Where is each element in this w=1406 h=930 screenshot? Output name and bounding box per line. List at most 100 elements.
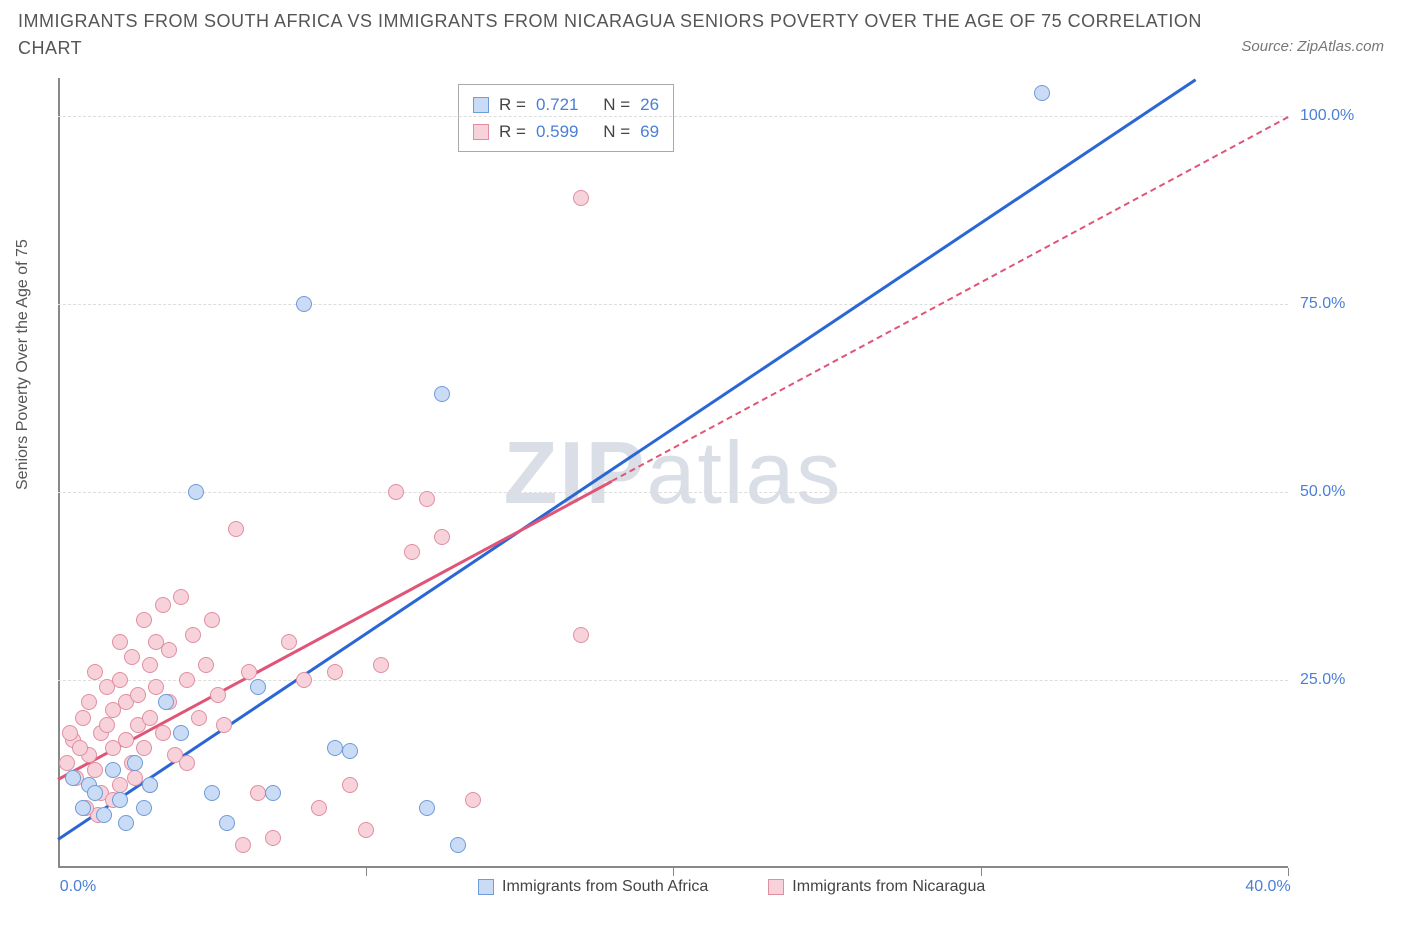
trend-line: [57, 480, 612, 781]
data-point: [142, 657, 158, 673]
data-point: [112, 792, 128, 808]
watermark-atlas: atlas: [647, 423, 843, 522]
legend-item-nicaragua: Immigrants from Nicaragua: [768, 878, 985, 896]
data-point: [99, 717, 115, 733]
data-point: [136, 740, 152, 756]
data-point: [419, 491, 435, 507]
data-point: [296, 296, 312, 312]
data-point: [235, 837, 251, 853]
data-point: [185, 627, 201, 643]
swatch-south-africa: [473, 97, 489, 113]
data-point: [342, 777, 358, 793]
data-point: [179, 755, 195, 771]
trend-line: [611, 116, 1288, 482]
data-point: [179, 672, 195, 688]
data-point: [62, 725, 78, 741]
data-point: [112, 777, 128, 793]
data-point: [75, 800, 91, 816]
data-point: [210, 687, 226, 703]
data-point: [75, 710, 91, 726]
gridline-h: [58, 492, 1288, 493]
data-point: [450, 837, 466, 853]
r-value-nicaragua: 0.599: [536, 118, 579, 145]
data-point: [155, 725, 171, 741]
swatch-south-africa: [478, 879, 494, 895]
data-point: [118, 732, 134, 748]
data-point: [311, 800, 327, 816]
data-point: [281, 634, 297, 650]
r-value-south-africa: 0.721: [536, 91, 579, 118]
x-tick: [981, 868, 982, 876]
source-prefix: Source:: [1241, 38, 1297, 55]
data-point: [87, 664, 103, 680]
y-tick-label: 50.0%: [1300, 483, 1345, 501]
data-point: [204, 612, 220, 628]
x-tick-label: 40.0%: [1245, 878, 1290, 896]
data-point: [161, 642, 177, 658]
data-point: [228, 521, 244, 537]
x-tick-label: 0.0%: [60, 878, 96, 896]
legend-item-south-africa: Immigrants from South Africa: [478, 878, 708, 896]
data-point: [173, 589, 189, 605]
data-point: [373, 657, 389, 673]
n-value-nicaragua: 69: [640, 118, 659, 145]
data-point: [358, 822, 374, 838]
data-point: [127, 770, 143, 786]
data-point: [59, 755, 75, 771]
r-label: R =: [499, 118, 526, 145]
data-point: [142, 777, 158, 793]
source-name: ZipAtlas.com: [1297, 38, 1384, 55]
data-point: [127, 755, 143, 771]
y-axis-label: Seniors Poverty Over the Age of 75: [14, 239, 32, 490]
y-tick-label: 100.0%: [1300, 107, 1354, 125]
data-point: [87, 785, 103, 801]
data-point: [148, 679, 164, 695]
n-label: N =: [603, 91, 630, 118]
swatch-nicaragua: [768, 879, 784, 895]
data-point: [191, 710, 207, 726]
data-point: [173, 725, 189, 741]
data-point: [388, 484, 404, 500]
data-point: [250, 785, 266, 801]
y-axis: [58, 78, 60, 868]
data-point: [105, 762, 121, 778]
legend-label: Immigrants from Nicaragua: [792, 878, 985, 896]
y-tick-label: 75.0%: [1300, 295, 1345, 313]
data-point: [155, 597, 171, 613]
x-tick: [673, 868, 674, 876]
data-point: [296, 672, 312, 688]
correlation-legend: R = 0.721 N = 26 R = 0.599 N = 69: [458, 84, 674, 152]
data-point: [219, 815, 235, 831]
x-tick: [366, 868, 367, 876]
data-point: [198, 657, 214, 673]
data-point: [342, 743, 358, 759]
data-point: [465, 792, 481, 808]
data-point: [327, 664, 343, 680]
data-point: [434, 529, 450, 545]
n-label: N =: [603, 118, 630, 145]
data-point: [118, 815, 134, 831]
legend-row-nicaragua: R = 0.599 N = 69: [473, 118, 659, 145]
series-legend: Immigrants from South Africa Immigrants …: [478, 878, 985, 896]
source-attribution: Source: ZipAtlas.com: [1241, 38, 1384, 55]
data-point: [65, 770, 81, 786]
data-point: [241, 664, 257, 680]
data-point: [112, 672, 128, 688]
data-point: [573, 627, 589, 643]
data-point: [136, 800, 152, 816]
data-point: [216, 717, 232, 733]
r-label: R =: [499, 91, 526, 118]
data-point: [81, 694, 97, 710]
data-point: [112, 634, 128, 650]
data-point: [265, 830, 281, 846]
data-point: [250, 679, 266, 695]
y-tick-label: 25.0%: [1300, 671, 1345, 689]
data-point: [327, 740, 343, 756]
swatch-nicaragua: [473, 124, 489, 140]
data-point: [265, 785, 281, 801]
data-point: [142, 710, 158, 726]
gridline-h: [58, 304, 1288, 305]
data-point: [158, 694, 174, 710]
data-point: [124, 649, 140, 665]
legend-row-south-africa: R = 0.721 N = 26: [473, 91, 659, 118]
